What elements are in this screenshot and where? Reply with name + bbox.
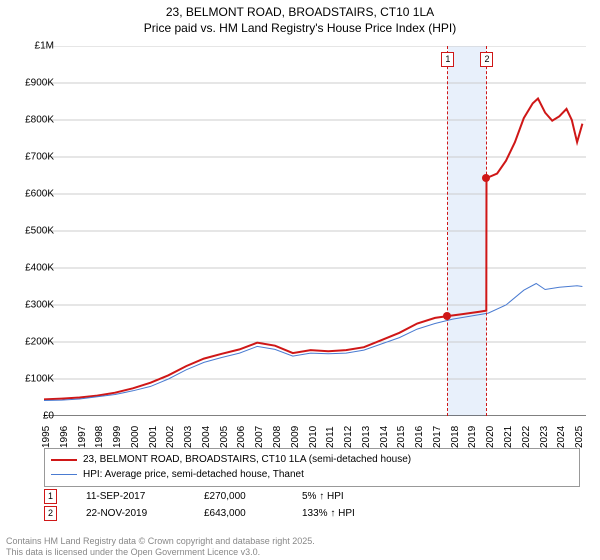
sale-price: £270,000 xyxy=(204,488,274,505)
x-axis-tick: 2018 xyxy=(450,426,461,448)
sale-index-box: 2 xyxy=(44,506,57,521)
y-axis-tick: £600K xyxy=(14,189,54,200)
chart-svg xyxy=(44,46,586,416)
y-axis-tick: £0 xyxy=(14,411,54,422)
chart-title: 23, BELMONT ROAD, BROADSTAIRS, CT10 1LA … xyxy=(0,0,600,36)
legend: 23, BELMONT ROAD, BROADSTAIRS, CT10 1LA … xyxy=(44,448,580,487)
x-axis-tick: 2011 xyxy=(325,426,336,448)
title-line1: 23, BELMONT ROAD, BROADSTAIRS, CT10 1LA xyxy=(0,4,600,20)
y-axis-tick: £900K xyxy=(14,78,54,89)
x-axis-tick: 2005 xyxy=(219,426,230,448)
x-axis-tick: 2016 xyxy=(414,426,425,448)
sale-index-box: 1 xyxy=(44,489,57,504)
sales-row: 1 11-SEP-2017 £270,000 5% ↑ HPI xyxy=(44,488,580,505)
sales-row: 2 22-NOV-2019 £643,000 133% ↑ HPI xyxy=(44,505,580,522)
sale-vs-hpi: 133% ↑ HPI xyxy=(302,505,392,522)
y-axis-tick: £300K xyxy=(14,300,54,311)
sale-marker: 1 xyxy=(441,52,454,67)
sale-dot xyxy=(443,312,451,320)
x-axis-tick: 2023 xyxy=(539,426,550,448)
y-axis-tick: £200K xyxy=(14,337,54,348)
x-axis-tick: 2020 xyxy=(485,426,496,448)
x-axis-tick: 2009 xyxy=(290,426,301,448)
x-axis-tick: 2000 xyxy=(130,426,141,448)
x-axis-tick: 1998 xyxy=(94,426,105,448)
x-axis-tick: 2008 xyxy=(272,426,283,448)
sale-vline xyxy=(447,46,448,416)
x-axis-tick: 2012 xyxy=(343,426,354,448)
x-axis-tick: 2006 xyxy=(236,426,247,448)
sale-date: 22-NOV-2019 xyxy=(86,505,176,522)
y-axis-tick: £700K xyxy=(14,152,54,163)
legend-row: 23, BELMONT ROAD, BROADSTAIRS, CT10 1LA … xyxy=(51,452,573,467)
chart-area: 12 xyxy=(44,46,586,416)
y-axis-tick: £500K xyxy=(14,226,54,237)
sale-dot xyxy=(482,174,490,182)
x-axis-tick: 2010 xyxy=(308,426,319,448)
legend-swatch xyxy=(51,459,77,461)
legend-row: HPI: Average price, semi-detached house,… xyxy=(51,467,573,482)
legend-label: 23, BELMONT ROAD, BROADSTAIRS, CT10 1LA … xyxy=(83,452,411,467)
legend-swatch xyxy=(51,474,77,475)
x-axis-tick: 1999 xyxy=(112,426,123,448)
x-axis-tick: 2024 xyxy=(556,426,567,448)
x-axis-tick: 2002 xyxy=(165,426,176,448)
footer: Contains HM Land Registry data © Crown c… xyxy=(6,536,315,559)
x-axis-tick: 2004 xyxy=(201,426,212,448)
x-axis-tick: 1995 xyxy=(41,426,52,448)
x-axis-tick: 2019 xyxy=(467,426,478,448)
y-axis-tick: £100K xyxy=(14,374,54,385)
title-line2: Price paid vs. HM Land Registry's House … xyxy=(0,20,600,36)
x-axis-tick: 2007 xyxy=(254,426,265,448)
x-axis-tick: 2022 xyxy=(521,426,532,448)
x-axis-tick: 2015 xyxy=(396,426,407,448)
x-axis-tick: 2021 xyxy=(503,426,514,448)
x-axis-tick: 2017 xyxy=(432,426,443,448)
sales-table: 1 11-SEP-2017 £270,000 5% ↑ HPI 2 22-NOV-2019… xyxy=(44,488,580,522)
x-axis-tick: 2014 xyxy=(379,426,390,448)
x-axis-tick: 2025 xyxy=(574,426,585,448)
footer-line1: Contains HM Land Registry data © Crown c… xyxy=(6,536,315,547)
y-axis-tick: £400K xyxy=(14,263,54,274)
x-axis-tick: 1996 xyxy=(59,426,70,448)
y-axis-tick: £800K xyxy=(14,115,54,126)
sale-price: £643,000 xyxy=(204,505,274,522)
x-axis-tick: 2013 xyxy=(361,426,372,448)
sale-marker: 2 xyxy=(480,52,493,67)
footer-line2: This data is licensed under the Open Gov… xyxy=(6,547,315,558)
x-axis-tick: 2001 xyxy=(148,426,159,448)
x-axis-tick: 2003 xyxy=(183,426,194,448)
y-axis-tick: £1M xyxy=(14,41,54,52)
sale-date: 11-SEP-2017 xyxy=(86,488,176,505)
legend-label: HPI: Average price, semi-detached house,… xyxy=(83,467,304,482)
sale-vs-hpi: 5% ↑ HPI xyxy=(302,488,392,505)
x-axis-tick: 1997 xyxy=(77,426,88,448)
sale-vline xyxy=(486,46,487,416)
